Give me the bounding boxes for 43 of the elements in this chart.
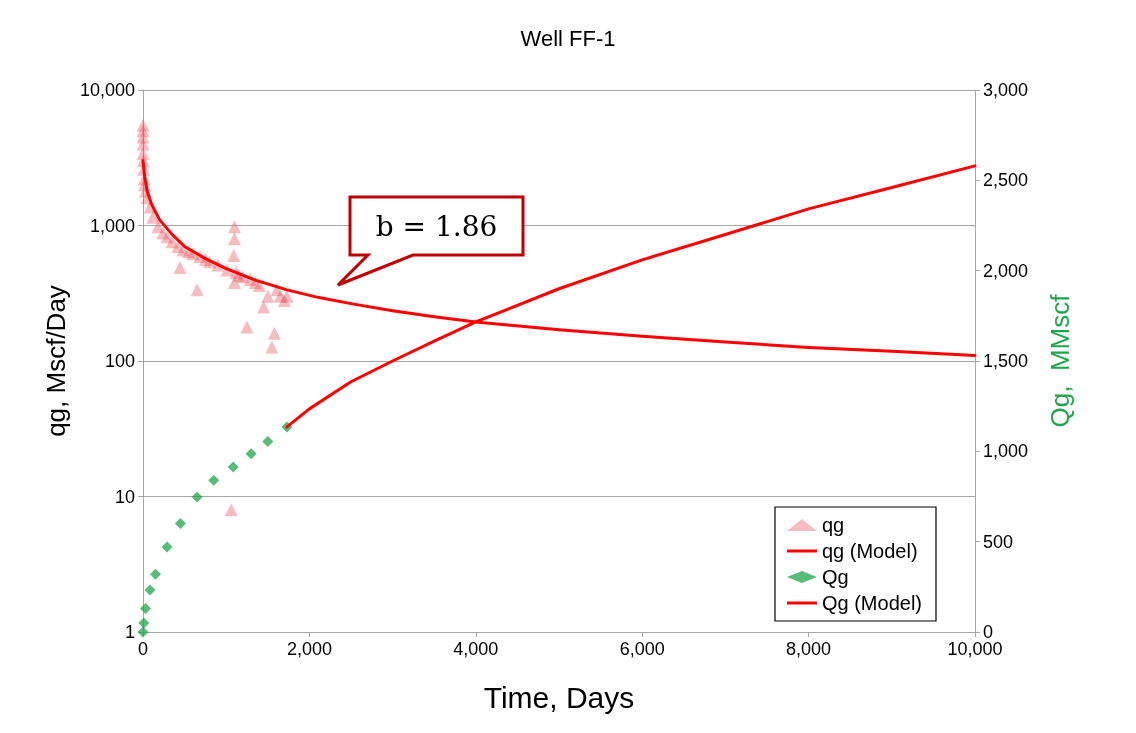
x-tick-label: 4,000 <box>453 639 499 659</box>
x-tick-label: 10,000 <box>947 639 1003 659</box>
x-tick-label: 0 <box>137 639 149 659</box>
annotation: b = 1.86 <box>375 209 498 243</box>
legend-label: Qg <box>821 566 849 588</box>
point <box>224 503 238 517</box>
x-tick-label: 6,000 <box>619 639 665 659</box>
y2-tick-label: 1,000 <box>983 441 1029 462</box>
y2-tick-label: 3,000 <box>983 80 1029 100</box>
point <box>240 320 254 334</box>
point <box>228 232 242 246</box>
y2-tick-label: 2,500 <box>983 170 1029 191</box>
y-axis-title: qg, Mscf/Day <box>41 285 72 437</box>
point <box>261 289 275 303</box>
legend-label: qg (Model) <box>821 540 918 562</box>
legend-label: Qg (Model) <box>821 592 922 614</box>
y2-tick-label: 1,500 <box>983 351 1029 371</box>
callout-box: b = 1.86 <box>338 195 528 287</box>
x-axis-title: Time, Days <box>483 680 635 714</box>
point <box>228 220 242 234</box>
point <box>227 249 241 263</box>
y2-axis-title: Qg, MMscf <box>1045 293 1075 428</box>
point <box>257 300 271 314</box>
y-tick-label: 100 <box>104 351 135 371</box>
point <box>173 260 187 274</box>
point <box>252 279 266 293</box>
point <box>146 210 160 224</box>
y2-tick-label: 2,000 <box>983 260 1029 281</box>
chart-title: Well FF-1 <box>520 25 616 51</box>
y-tick-label: 10,000 <box>79 80 135 100</box>
point <box>280 289 294 303</box>
y-tick-label: 1,000 <box>89 215 135 236</box>
y-tick-label: 1 <box>124 622 135 642</box>
x-tick-label: 8,000 <box>786 639 832 659</box>
y-tick-label: 10 <box>114 486 135 507</box>
x-tick-label: 2,000 <box>286 639 332 659</box>
y2-tick-label: 0 <box>983 622 994 642</box>
y2-tick-label: 500 <box>983 531 1014 552</box>
point <box>136 137 150 151</box>
legend-label: qg <box>821 514 845 536</box>
point <box>267 326 281 340</box>
point <box>265 340 279 354</box>
point <box>190 283 204 297</box>
